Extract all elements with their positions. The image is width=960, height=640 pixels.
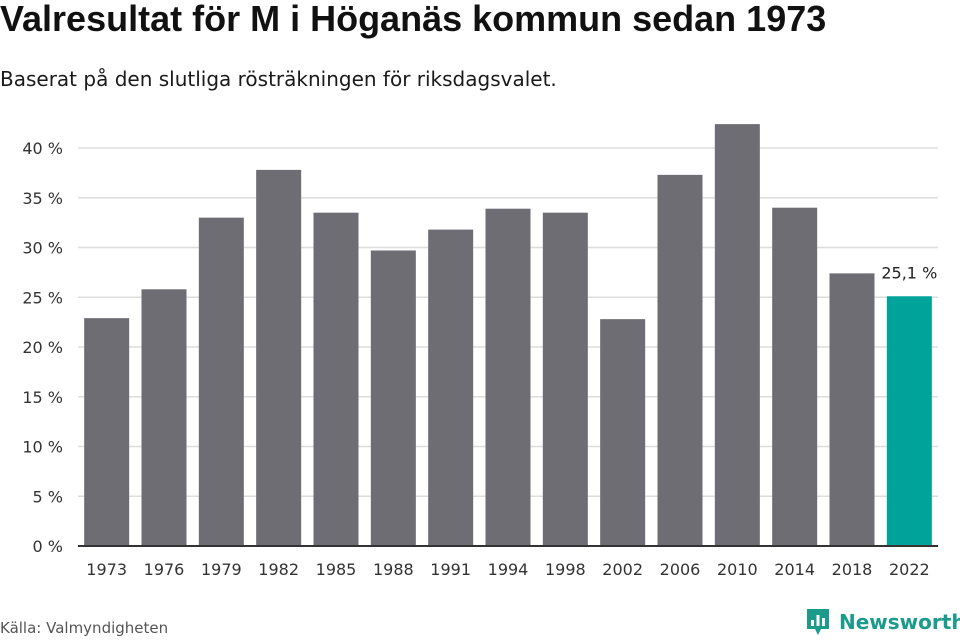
bar	[84, 318, 130, 546]
y-tick-label: 0 %	[33, 537, 63, 556]
newsworthy-logo-icon	[807, 609, 829, 635]
bar	[829, 273, 875, 546]
bar	[313, 212, 359, 547]
y-tick-label: 20 %	[22, 338, 63, 357]
bar	[886, 296, 932, 546]
x-tick-label: 2006	[660, 560, 701, 579]
x-tick-label: 2022	[889, 560, 930, 579]
bar	[714, 124, 760, 547]
bar	[370, 250, 416, 547]
bar	[428, 229, 474, 546]
bar	[141, 289, 187, 546]
x-tick-label: 1998	[545, 560, 586, 579]
x-tick-label: 2018	[832, 560, 873, 579]
x-tick-label: 2010	[717, 560, 758, 579]
bar	[198, 217, 244, 546]
y-tick-label: 25 %	[22, 288, 63, 307]
y-tick-label: 35 %	[22, 189, 63, 208]
y-tick-label: 30 %	[22, 239, 63, 258]
x-tick-label: 1988	[373, 560, 414, 579]
chart-subtitle: Baserat på den slutliga rösträkningen fö…	[0, 67, 557, 91]
x-tick-label: 1994	[488, 560, 529, 579]
x-tick-label: 1991	[430, 560, 471, 579]
y-tick-label: 15 %	[22, 388, 63, 407]
y-tick-label: 40 %	[22, 139, 63, 158]
y-tick-label: 10 %	[22, 438, 63, 457]
x-tick-label: 2002	[602, 560, 643, 579]
x-tick-label: 1979	[201, 560, 242, 579]
bar	[256, 169, 302, 546]
x-tick-label: 1976	[144, 560, 185, 579]
x-tick-label: 1973	[86, 560, 127, 579]
chart-title: Valresultat för M i Höganäs kommun sedan…	[0, 0, 827, 39]
x-tick-label: 1985	[316, 560, 357, 579]
brand-logo[interactable]: Newsworthy	[805, 607, 960, 637]
bar	[657, 174, 703, 546]
bar	[772, 207, 818, 546]
bar-chart: 0 % 5 % 10 % 15 % 20 % 25 % 30 % 35 % 40 % 1973 19…	[22, 124, 938, 579]
y-tick-label: 5 %	[33, 487, 63, 506]
brand-name: Newsworthy	[839, 610, 960, 634]
bar	[542, 212, 588, 547]
x-tick-label: 1982	[258, 560, 299, 579]
bar	[600, 319, 646, 546]
data-label: 25,1 %	[881, 263, 937, 282]
x-tick-label: 2014	[774, 560, 815, 579]
source-note: Källa: Valmyndigheten	[0, 619, 169, 637]
bar	[485, 208, 531, 546]
